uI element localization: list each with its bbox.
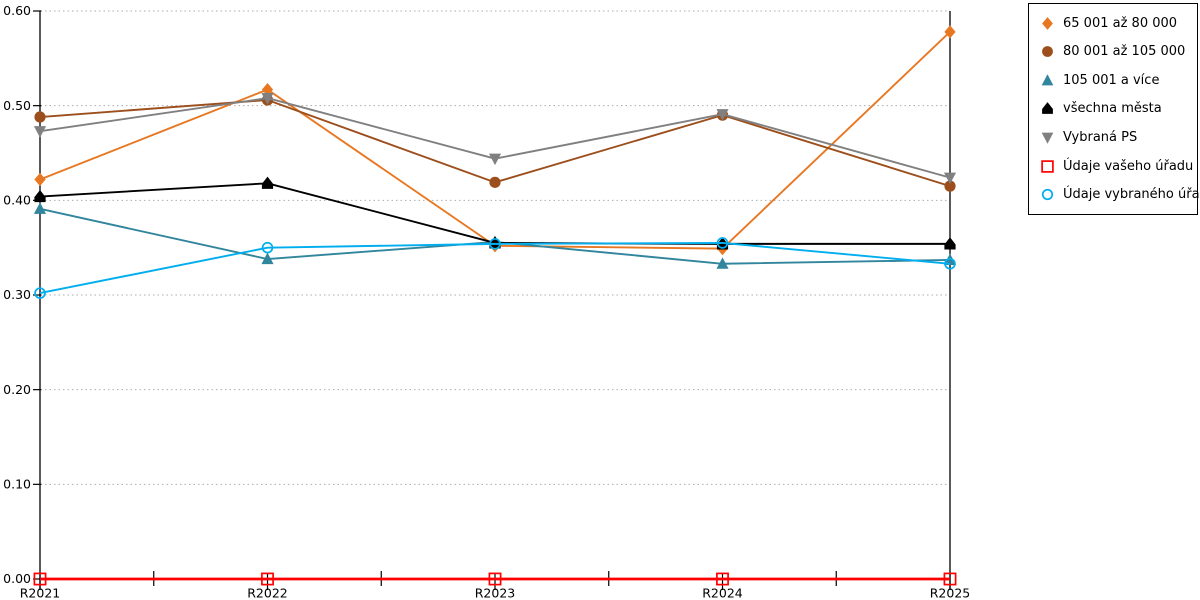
legend-item-label: 65 001 až 80 000 (1063, 15, 1178, 31)
series-circle (34, 94, 956, 192)
y-tick-label: 0.40 (3, 193, 31, 208)
legend-marker-triangle-up-icon (1041, 74, 1054, 86)
legend-item-label: všechna města (1063, 101, 1162, 117)
data-point-marker-triangle-up (261, 252, 274, 265)
legend-item: Údaje vašeho úřadu (1040, 159, 1193, 174)
legend-marker-pentagon-icon (1042, 102, 1053, 115)
data-point-marker-open-square (261, 572, 274, 586)
legend-item: všechna města (1040, 101, 1193, 116)
legend-item-label: Údaje vašeho úřadu (1063, 158, 1194, 174)
legend-item: 80 001 až 105 000 (1040, 44, 1193, 59)
series-triangle-up (33, 202, 957, 269)
x-tick-label: R2023 (475, 586, 516, 600)
series-open-circle (34, 237, 956, 299)
legend-marker-open-circle-icon (1041, 189, 1054, 201)
data-point-marker-circle (34, 111, 46, 123)
data-point-marker-open-square (943, 572, 957, 586)
data-point-marker-triangle-down (716, 109, 729, 121)
data-point-marker-triangle-down (943, 172, 957, 185)
data-point-marker-pentagon (944, 237, 956, 250)
y-tick-label: 0.60 (3, 3, 31, 18)
legend-marker-triangle-down-icon (1041, 132, 1054, 144)
data-point-marker-open-square (716, 572, 729, 586)
data-point-marker-open-circle (716, 237, 729, 249)
y-tick-label: 0.10 (3, 477, 31, 492)
legend-item-label: 80 001 až 105 000 (1063, 44, 1186, 60)
series-triangle-down (33, 93, 957, 185)
legend-marker-open-square-icon (1041, 159, 1054, 173)
y-tick-label: 0.20 (3, 382, 31, 397)
legend-item: Údaje vybraného úřadu (1040, 187, 1200, 202)
y-tick-label: 0.30 (3, 287, 31, 302)
x-tick-label: R2025 (930, 586, 971, 600)
data-point-marker-diamond (261, 82, 274, 97)
series-open-square (33, 572, 957, 586)
data-point-marker-open-square (488, 572, 502, 586)
data-point-marker-pentagon (489, 236, 501, 249)
data-point-marker-circle (944, 180, 956, 192)
data-point-marker-diamond (1042, 16, 1053, 30)
y-tick-label: 0.50 (3, 98, 31, 113)
series-line (39, 97, 951, 179)
legend-item-label: 105 001 a více (1063, 72, 1160, 88)
data-point-marker-open-square (1041, 159, 1054, 173)
legend-item-label: Údaje vybraného úřadu (1063, 187, 1200, 203)
x-tick-label: R2024 (702, 586, 743, 600)
data-point-marker-open-circle (489, 238, 501, 250)
data-point-marker-circle (1042, 46, 1053, 58)
chart-legend: 65 001 až 80 000 80 001 až 105 000 105 001… (1028, 3, 1200, 215)
data-point-marker-open-circle (34, 287, 46, 299)
data-point-marker-triangle-up (716, 257, 729, 269)
data-point-marker-circle (489, 176, 501, 188)
data-point-marker-pentagon (261, 176, 274, 189)
x-tick-label: R2021 (20, 586, 61, 600)
data-point-marker-open-square (33, 572, 47, 586)
series-line (39, 241, 951, 295)
data-point-marker-triangle-down (488, 153, 502, 166)
data-point-marker-open-circle (1041, 189, 1054, 201)
data-point-marker-triangle-up (33, 202, 47, 214)
legend-item: 105 001 a více (1040, 73, 1193, 88)
x-tick-label: R2022 (247, 586, 288, 600)
legend-marker-diamond-icon (1042, 16, 1053, 30)
y-tick-label: 0.00 (3, 571, 31, 586)
data-point-marker-open-circle (944, 257, 956, 270)
legend-marker-circle-icon (1042, 46, 1053, 58)
data-point-marker-pentagon (1042, 102, 1053, 115)
data-point-marker-triangle-down (33, 126, 47, 138)
data-point-marker-triangle-down (1041, 132, 1054, 144)
legend-item: 65 001 až 80 000 (1040, 16, 1193, 31)
data-point-marker-diamond (34, 172, 46, 187)
legend-item-label: Vybraná PS (1063, 130, 1138, 146)
data-point-marker-triangle-up (1041, 74, 1054, 86)
data-point-marker-diamond (944, 25, 956, 39)
series-line (39, 99, 951, 188)
legend-item: Vybraná PS (1040, 130, 1193, 145)
data-point-marker-pentagon (34, 189, 46, 203)
series-line (39, 182, 950, 245)
data-point-marker-triangle-down (261, 93, 274, 105)
data-point-marker-open-circle (261, 241, 274, 254)
